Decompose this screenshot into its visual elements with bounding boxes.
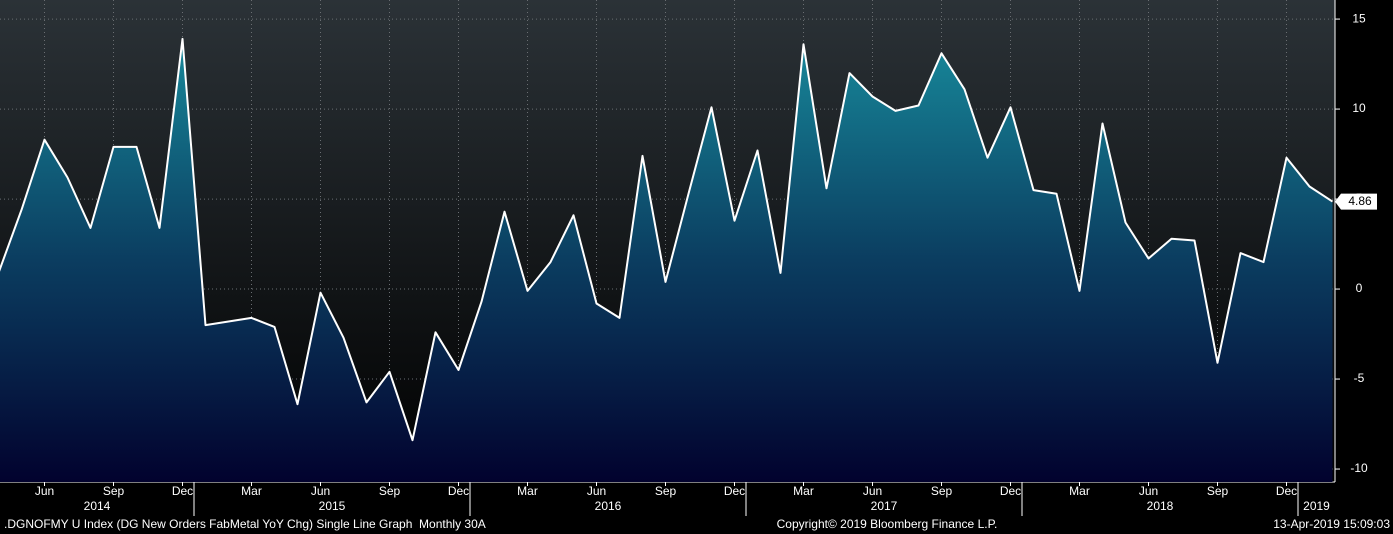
x-tick-label: Jun [863,484,882,498]
year-label: 2018 [1147,499,1174,513]
x-tick-label: Jun [1139,484,1158,498]
year-label: 2016 [595,499,622,513]
timestamp: 13-Apr-2019 15:09:03 [1273,517,1390,531]
last-value-label: 4.86 [1348,194,1372,208]
last-value-box [1335,193,1377,210]
area [0,38,1333,482]
year-label: 2014 [84,499,111,513]
x-tick-label: Sep [655,484,677,498]
chart-title: .DGNOFMY U Index (DG New Orders FabMetal… [4,517,486,531]
y-tick-label: 0 [1356,281,1363,295]
y-tick-label: 15 [1352,11,1366,25]
x-tick-label: Dec [1000,484,1021,498]
x-tick-label: Sep [103,484,125,498]
x-tick-label: Jun [587,484,606,498]
x-tick-label: Sep [931,484,953,498]
x-tick-label: Jun [35,484,54,498]
x-tick-label: Dec [172,484,193,498]
y-tick-label: -5 [1354,371,1365,385]
year-label: 2019 [1303,499,1330,513]
x-tick-label: Mar [1069,484,1090,498]
x-tick-label: Jun [311,484,330,498]
axis-background [1335,0,1393,482]
x-tick-label: Sep [379,484,401,498]
x-tick-label: Mar [517,484,538,498]
x-tick-label: Mar [241,484,262,498]
line [0,37,1334,442]
y-tick-label: -10 [1350,461,1368,475]
x-tick-label: Dec [448,484,469,498]
copyright: Copyright© 2019 Bloomberg Finance L.P. [777,517,998,531]
y-tick-label: 10 [1352,101,1366,115]
year-label: 2015 [319,499,346,513]
year-label: 2017 [871,499,898,513]
x-tick-label: Mar [793,484,814,498]
x-tick-label: Dec [1276,484,1297,498]
x-tick-label: Sep [1207,484,1229,498]
x-tick-label: Dec [724,484,745,498]
